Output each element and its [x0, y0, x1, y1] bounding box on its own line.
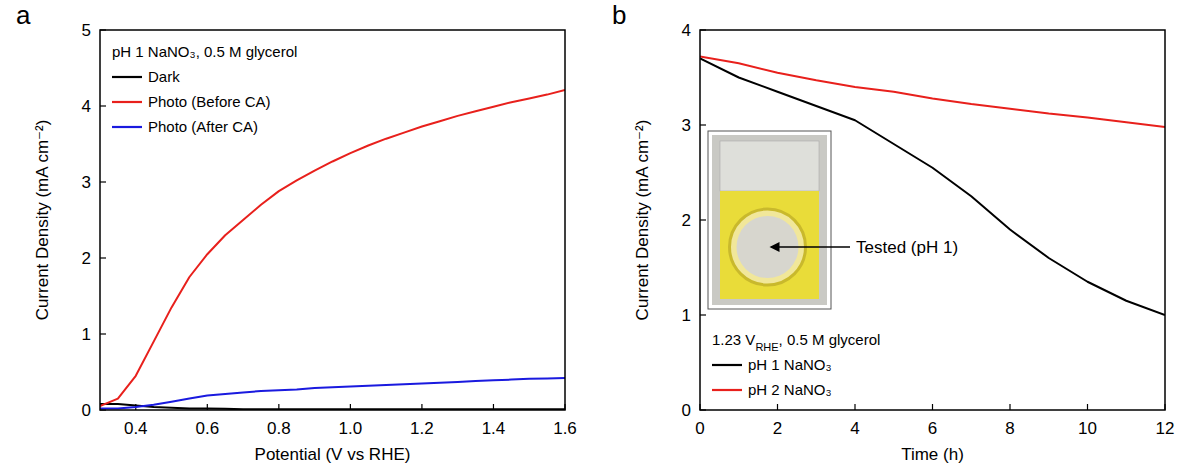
series-line — [100, 378, 565, 408]
plot-frame — [700, 30, 1165, 410]
x-tick-label: 0.8 — [267, 419, 291, 438]
inset-photo — [708, 131, 831, 309]
inset-arrow — [772, 246, 851, 248]
legend-label: pH 1 NaNO₃ — [748, 356, 832, 373]
series-line — [100, 404, 565, 409]
y-tick-label: 3 — [82, 173, 91, 192]
x-tick-label: 10 — [1078, 419, 1097, 438]
annotation-part: , 0.5 M glycerol — [779, 331, 881, 348]
series-line — [100, 90, 565, 406]
y-tick-label: 1 — [82, 325, 91, 344]
y-tick-label: 5 — [82, 21, 91, 40]
x-tick-label: 0.4 — [124, 419, 148, 438]
annotation: pH 1 NaNO₃, 0.5 M glycerol — [112, 43, 297, 60]
panel-letter: b — [612, 0, 626, 30]
x-tick — [777, 404, 778, 410]
legend-label: pH 2 NaNO₃ — [748, 381, 832, 398]
y-tick-label: 3 — [682, 116, 691, 135]
y-tick — [700, 314, 706, 315]
x-tick-label: 2 — [773, 419, 782, 438]
x-tick — [1087, 404, 1088, 410]
y-tick-label: 2 — [82, 249, 91, 268]
x-tick-label: 0.6 — [195, 419, 219, 438]
plot-area — [100, 90, 565, 409]
y-axis-title: Current Density (mA cm⁻²) — [633, 120, 652, 321]
plot-frame — [100, 30, 565, 410]
x-tick-label: 1.2 — [410, 419, 434, 438]
y-tick — [700, 219, 706, 220]
y-tick-label: 4 — [82, 97, 91, 116]
panel: a 0.4 0.6 0.8 1.0 1.2 1.4 1.6 0 1 2 3 4 5 Potential (V… — [16, 0, 577, 464]
y-tick — [100, 257, 106, 258]
legend-swatch — [712, 364, 742, 366]
y-tick — [700, 124, 706, 125]
plot-area — [700, 57, 1165, 315]
legend-label: Photo (Before CA) — [148, 93, 271, 110]
y-tick-label: 0 — [82, 401, 91, 420]
x-tick — [1009, 404, 1010, 410]
y-tick-label: 2 — [682, 211, 691, 230]
annotation-part: 1.23 V — [712, 331, 755, 348]
y-tick — [100, 333, 106, 334]
legend-swatch — [712, 389, 742, 391]
x-tick-label: 12 — [1156, 419, 1175, 438]
legend-swatch — [112, 101, 142, 103]
legend-label: Photo (After CA) — [148, 118, 258, 135]
x-tick-label: 1.6 — [553, 419, 577, 438]
x-tick — [932, 404, 933, 410]
inset-arrow-head — [770, 242, 780, 252]
series-line — [700, 57, 1165, 127]
figure: a0.40.60.81.01.21.41.6012345Potential (V… — [0, 0, 1200, 475]
annotation: 1.23 VRHE, 0.5 M glycerol — [712, 331, 880, 353]
y-tick-label: 4 — [682, 21, 691, 40]
x-tick-label: 4 — [850, 419, 859, 438]
x-tick-label: 8 — [1005, 419, 1014, 438]
legend-swatch — [112, 126, 142, 128]
x-tick-label: 0 — [695, 419, 704, 438]
x-axis-title: Time (h) — [901, 445, 964, 464]
y-tick-label: 0 — [682, 401, 691, 420]
y-axis-title: Current Density (mA cm⁻²) — [33, 120, 52, 321]
x-tick-label: 6 — [928, 419, 937, 438]
x-tick — [854, 404, 855, 410]
series-line — [700, 59, 1165, 316]
inset-label: Tested (pH 1) — [856, 238, 958, 257]
panel-letter: a — [16, 0, 31, 30]
y-tick — [100, 181, 106, 182]
x-tick-label: 1.4 — [482, 419, 506, 438]
legend-swatch — [112, 76, 142, 78]
y-tick-label: 1 — [682, 306, 691, 325]
y-tick — [100, 105, 106, 106]
x-axis-title: Potential (V vs RHE) — [255, 445, 411, 464]
annotation-part: RHE — [755, 341, 778, 353]
panel: b02468101201234Time (h)Current Density (… — [612, 0, 1174, 464]
legend-label: Dark — [148, 68, 180, 85]
x-tick-label: 1.0 — [339, 419, 363, 438]
